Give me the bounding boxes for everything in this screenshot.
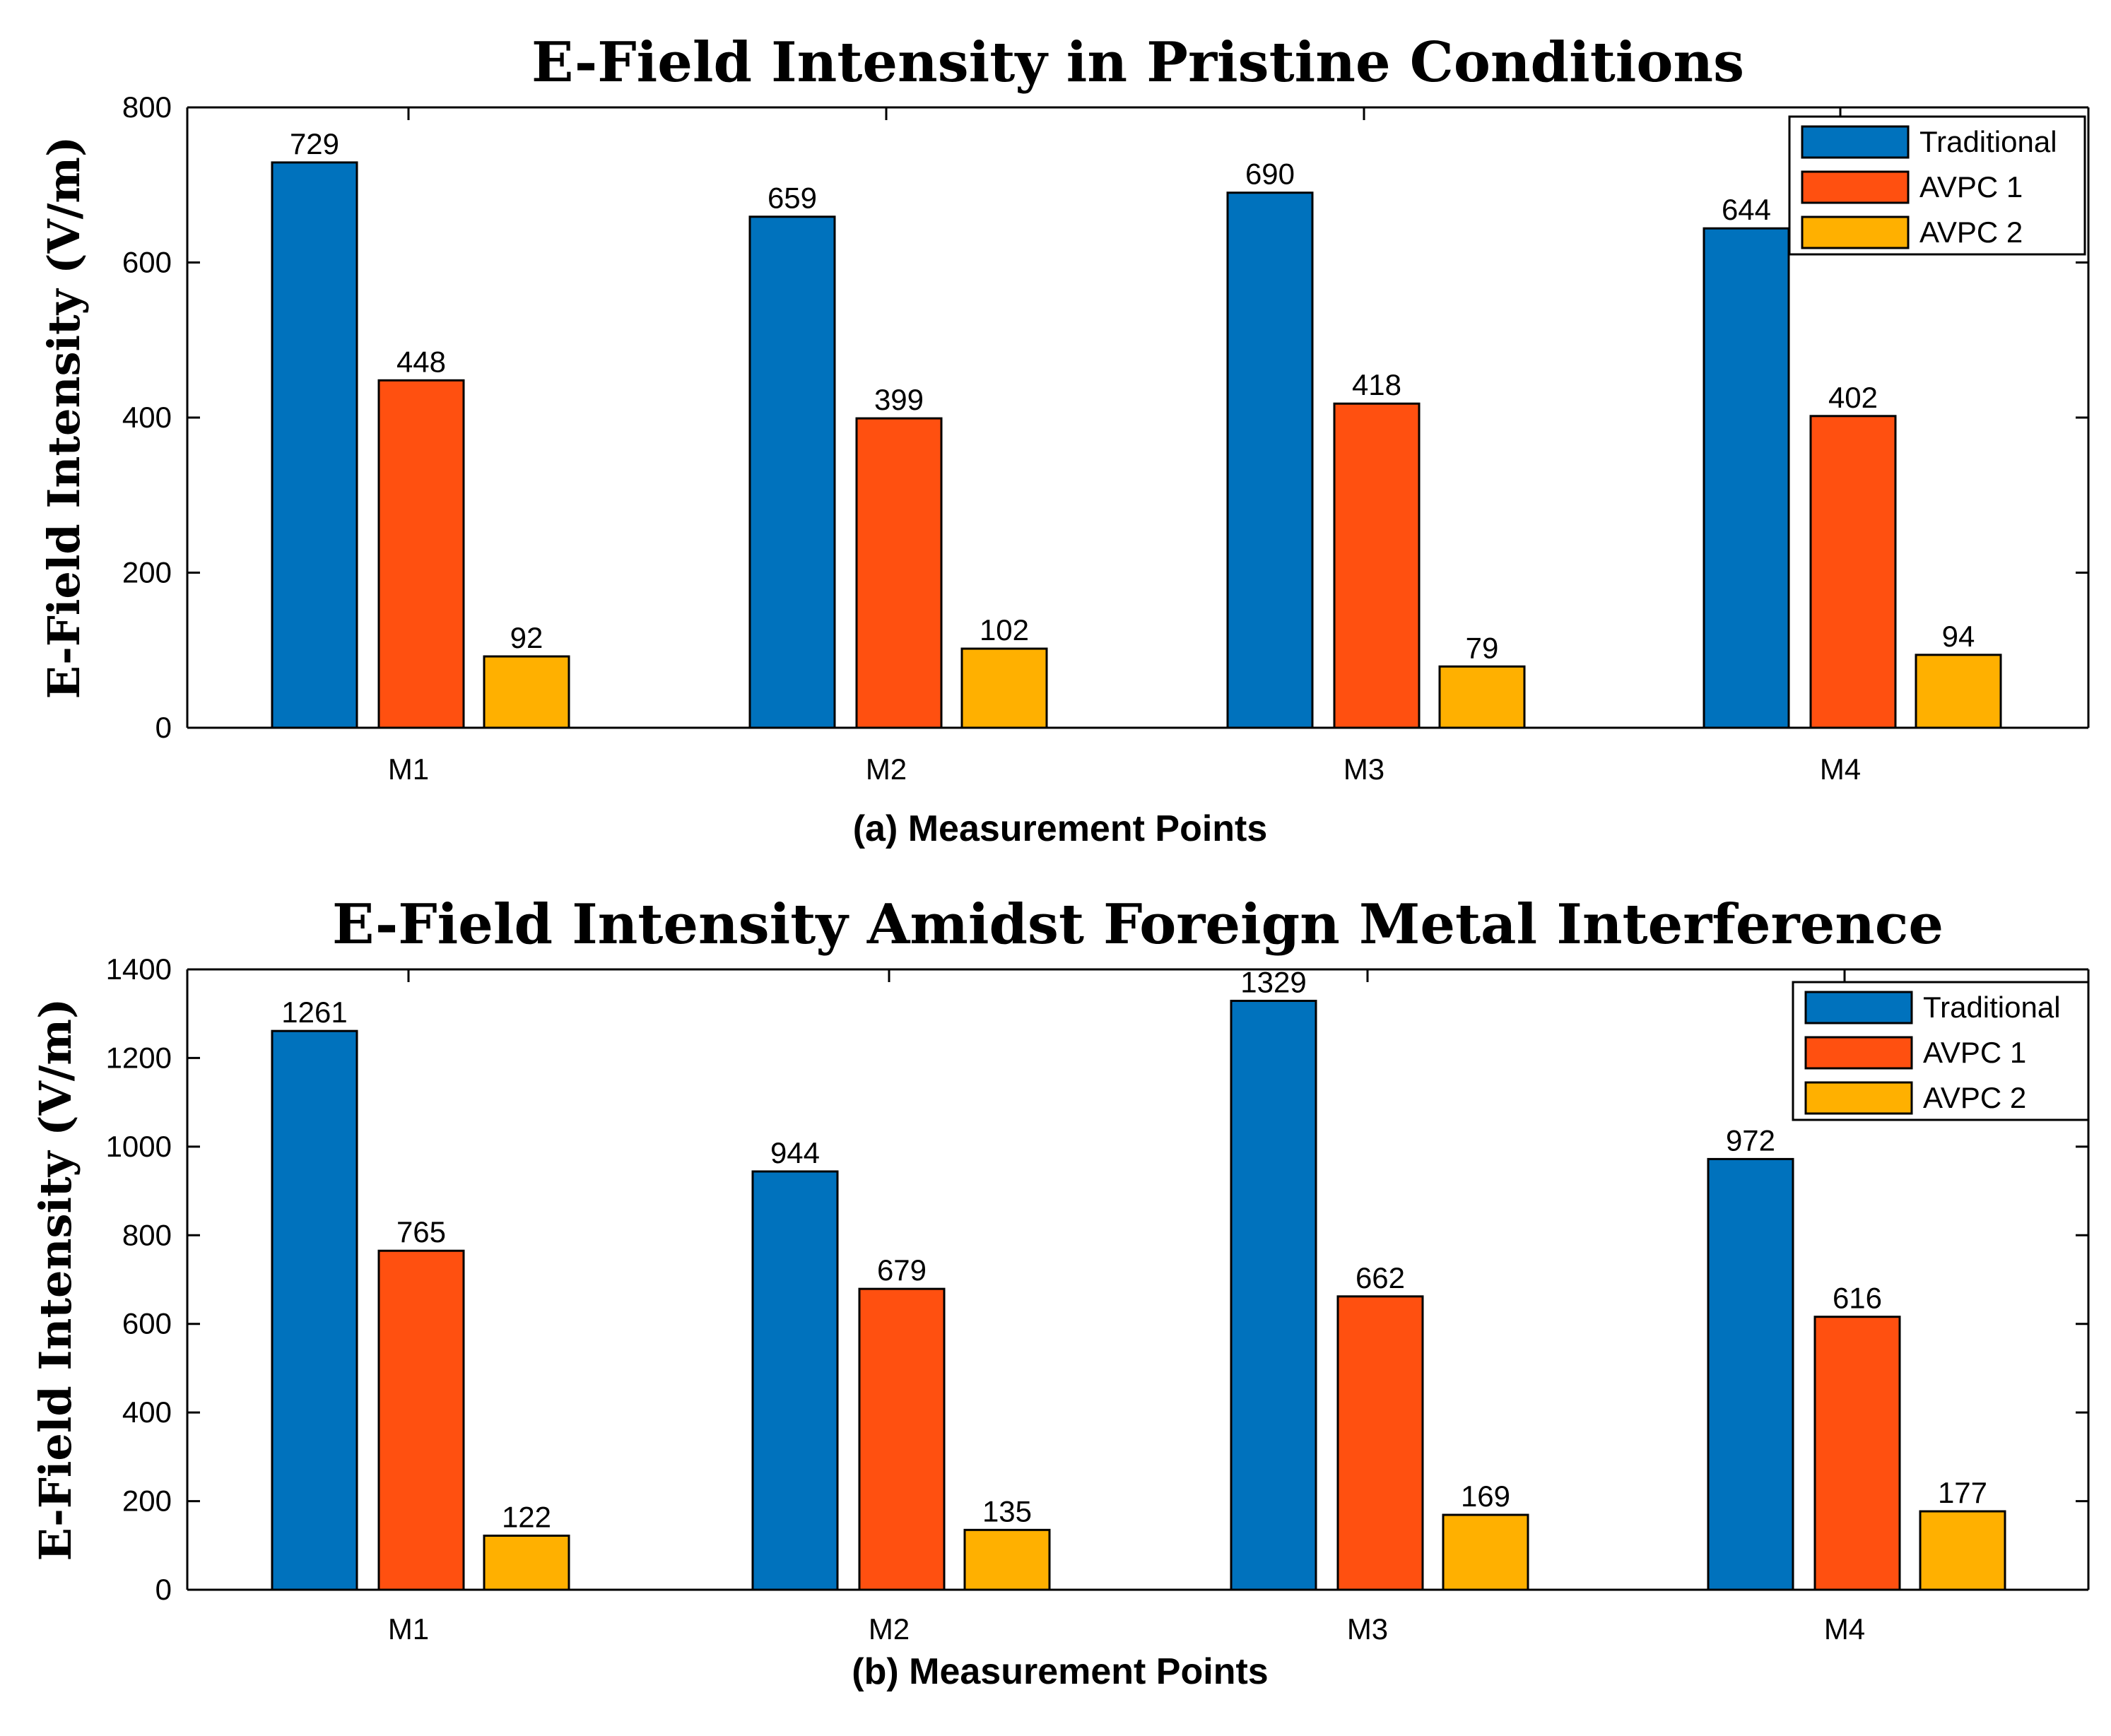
data-label: 402 <box>1828 381 1878 414</box>
bar-traditional-m3 <box>1230 1000 1317 1591</box>
y-tick-label: 1200 <box>106 1041 172 1074</box>
bar-avpc-1-m3 <box>1333 402 1421 729</box>
legend-label: AVPC 1 <box>1923 1036 2026 1069</box>
y-tick-label: 1400 <box>106 952 172 986</box>
bar-traditional-m3 <box>1226 191 1314 729</box>
data-label: 92 <box>510 621 543 654</box>
data-label: 1329 <box>1240 966 1306 999</box>
data-label: 644 <box>1722 193 1771 226</box>
x-axis-label: (a) Measurement Points <box>853 808 1268 849</box>
chart-panel-1: E-Field Intensity in Pristine Conditions… <box>38 30 2090 849</box>
legend-label: Traditional <box>1919 125 2057 158</box>
legend-swatch <box>1804 991 1913 1025</box>
data-label: 418 <box>1352 368 1401 401</box>
legend: Traditional AVPC 1 AVPC 2 <box>1792 981 2090 1121</box>
x-tick-label: M3 <box>1347 1612 1388 1646</box>
legend-swatch <box>1804 1036 1913 1070</box>
data-label: 765 <box>396 1215 446 1248</box>
legend-swatch <box>1804 1081 1913 1115</box>
chart-title: E-Field Intensity Amidst Foreign Metal I… <box>332 892 1944 957</box>
data-label: 616 <box>1833 1282 1882 1315</box>
x-tick-label: M2 <box>869 1612 910 1646</box>
bar-traditional-m4 <box>1703 227 1790 729</box>
bar-avpc-1-m1 <box>377 379 465 729</box>
bar-avpc-2-m1 <box>483 1534 570 1591</box>
x-tick-label: M2 <box>866 752 907 786</box>
y-tick-label: 200 <box>122 1484 172 1518</box>
legend-swatch <box>1801 125 1910 159</box>
data-label: 662 <box>1356 1261 1405 1294</box>
y-tick-label: 0 <box>155 1573 172 1606</box>
bar-traditional-m2 <box>751 1170 839 1591</box>
legend-swatch <box>1801 215 1910 249</box>
x-tick-label: M4 <box>1820 752 1861 786</box>
bar-avpc-2-m2 <box>960 647 1048 729</box>
data-label: 399 <box>874 383 924 416</box>
bar-avpc-1-m4 <box>1809 415 1897 729</box>
bar-avpc-1-m1 <box>377 1249 465 1591</box>
bar-avpc-2-m4 <box>1915 654 2002 729</box>
legend: Traditional AVPC 1 AVPC 2 <box>1788 115 2086 256</box>
bar-avpc-1-m3 <box>1336 1295 1424 1591</box>
data-label: 102 <box>980 613 1029 646</box>
data-label: 448 <box>396 345 446 378</box>
y-tick-label: 1000 <box>106 1130 172 1163</box>
bar-avpc-2-m1 <box>483 655 570 729</box>
data-label: 122 <box>502 1500 551 1533</box>
data-label: 690 <box>1245 158 1295 191</box>
data-label: 169 <box>1461 1480 1510 1513</box>
data-label: 729 <box>290 127 339 160</box>
chart-title: E-Field Intensity in Pristine Conditions <box>531 30 1744 95</box>
y-tick-label: 800 <box>122 90 172 124</box>
x-axis-label: (b) Measurement Points <box>852 1651 1268 1692</box>
data-label: 135 <box>982 1494 1032 1528</box>
chart-panel-2: E-Field Intensity Amidst Foreign Metal I… <box>30 892 2090 1692</box>
y-tick-label: 600 <box>122 246 172 279</box>
y-tick-label: 200 <box>122 556 172 589</box>
y-tick-label: 600 <box>122 1307 172 1340</box>
x-tick-label: M4 <box>1824 1612 1865 1646</box>
bar-traditional-m4 <box>1707 1157 1794 1591</box>
y-axis-label: E-Field Intensity (V/m) <box>30 998 81 1561</box>
x-tick-label: M3 <box>1343 752 1384 786</box>
y-tick-label: 0 <box>155 711 172 744</box>
legend-label: AVPC 2 <box>1923 1081 2026 1114</box>
bar-avpc-1-m2 <box>858 1287 946 1591</box>
bar-traditional-m1 <box>271 161 358 729</box>
data-label: 79 <box>1466 631 1499 664</box>
bar-avpc-2-m4 <box>1919 1510 2006 1591</box>
data-label: 659 <box>768 182 817 215</box>
data-label: 177 <box>1938 1476 1987 1509</box>
bar-avpc-1-m4 <box>1813 1316 1901 1591</box>
x-tick-label: M1 <box>388 752 429 786</box>
x-tick-label: M1 <box>388 1612 429 1646</box>
y-tick-label: 400 <box>122 401 172 434</box>
data-label: 972 <box>1726 1123 1775 1157</box>
y-axis-label: E-Field Intensity (V/m) <box>38 136 90 699</box>
bar-traditional-m2 <box>748 215 836 729</box>
bar-avpc-2-m2 <box>963 1528 1051 1591</box>
bar-avpc-1-m2 <box>855 417 943 729</box>
data-label: 944 <box>770 1136 820 1169</box>
legend-label: AVPC 1 <box>1919 170 2023 203</box>
legend-label: Traditional <box>1923 991 2061 1024</box>
legend-label: AVPC 2 <box>1919 215 2023 249</box>
data-label: 1261 <box>281 996 347 1029</box>
bar-traditional-m1 <box>271 1029 358 1591</box>
y-tick-label: 400 <box>122 1395 172 1429</box>
y-tick-label: 800 <box>122 1218 172 1251</box>
bar-avpc-2-m3 <box>1442 1513 1529 1591</box>
legend-swatch <box>1801 170 1910 204</box>
data-label: 94 <box>1942 620 1975 653</box>
bar-avpc-2-m3 <box>1438 665 1526 729</box>
data-label: 679 <box>877 1253 927 1287</box>
